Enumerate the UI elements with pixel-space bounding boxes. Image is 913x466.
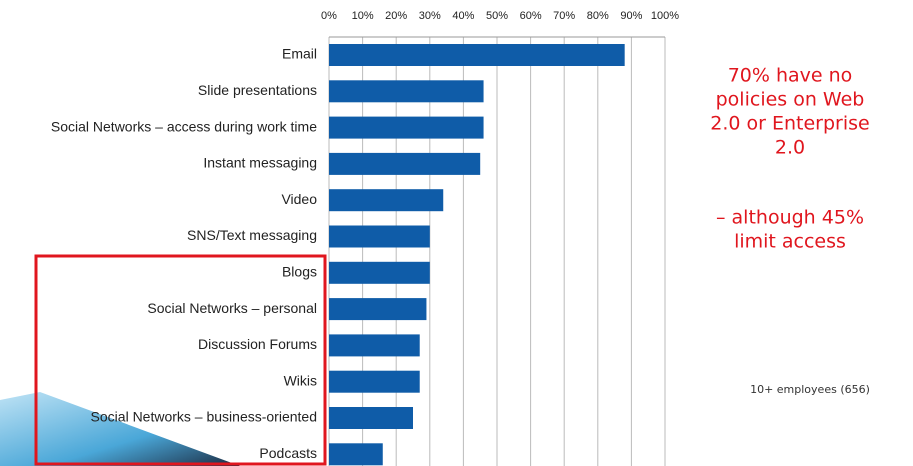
bar: [329, 80, 484, 103]
y-tick-label: Blogs: [282, 264, 317, 280]
note: 10+ employees (656): [750, 383, 870, 396]
annotation-line: limit access: [734, 231, 846, 253]
x-tick-label: 30%: [419, 10, 441, 22]
bar: [329, 189, 444, 212]
annotation-line: – although 45%: [716, 207, 864, 229]
bar: [329, 225, 430, 248]
y-tick-label: Wikis: [284, 372, 317, 388]
annotation-line: 70% have no: [728, 65, 853, 87]
x-tick-label: 10%: [352, 10, 374, 22]
bar: [329, 261, 430, 284]
y-tick-label: Social Networks – access during work tim…: [51, 118, 317, 134]
x-tick-label: 0%: [321, 10, 337, 22]
bar: [329, 44, 625, 66]
y-tick-label: Slide presentations: [198, 82, 317, 98]
y-tick-label: SNS/Text messaging: [187, 227, 317, 243]
bar: [329, 407, 413, 429]
bar: [329, 370, 420, 393]
decorative-arrow: [0, 392, 240, 466]
x-tick-label: 60%: [520, 10, 542, 22]
x-tick-label: 50%: [486, 10, 508, 22]
y-tick-label: Video: [281, 191, 317, 207]
x-tick-label: 80%: [587, 10, 609, 22]
bar: [329, 152, 481, 175]
annotation-line: 2.0 or Enterprise: [710, 113, 869, 135]
bar: [329, 443, 383, 466]
x-tick-label: 100%: [651, 10, 679, 22]
y-tick-label: Instant messaging: [203, 155, 317, 171]
y-tick-label: Podcasts: [259, 445, 317, 461]
x-tick-label: 90%: [620, 10, 642, 22]
x-tick-label: 20%: [385, 10, 407, 22]
y-tick-label: Social Networks – business-oriented: [91, 409, 317, 425]
bar: [329, 298, 427, 321]
annotation-line: policies on Web: [716, 89, 865, 111]
bar: [329, 116, 484, 139]
highlight-box: [34, 254, 327, 466]
bar: [329, 334, 420, 357]
annotation-line: 2.0: [775, 137, 805, 159]
y-tick-label: Email: [282, 46, 317, 62]
y-tick-label: Social Networks – personal: [147, 300, 317, 316]
x-tick-label: 70%: [553, 10, 575, 22]
x-tick-label: 40%: [452, 10, 474, 22]
y-tick-label: Discussion Forums: [198, 336, 317, 352]
